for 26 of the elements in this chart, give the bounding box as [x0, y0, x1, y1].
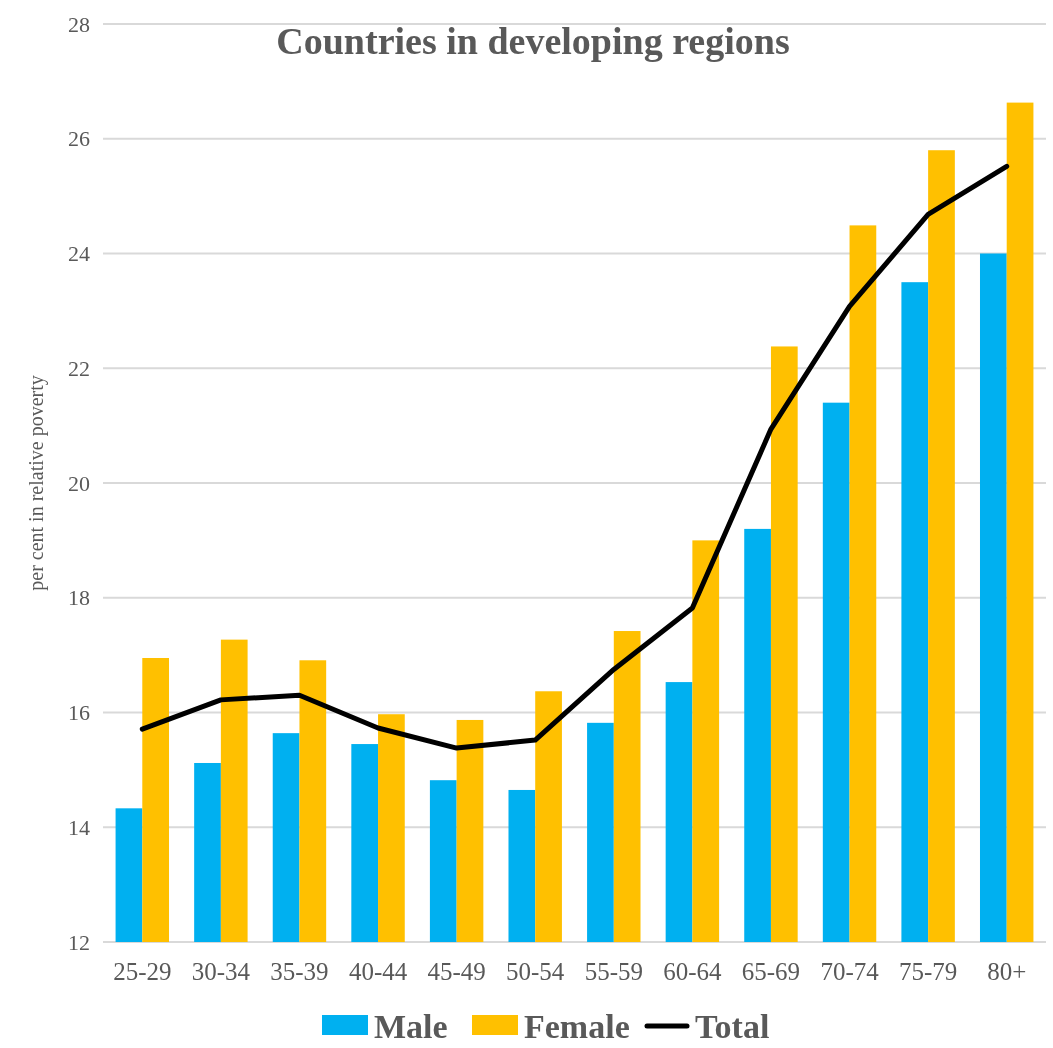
- y-tick-label: 18: [68, 585, 90, 611]
- x-tick-label: 70-74: [820, 958, 880, 985]
- x-tick-label: 65-69: [741, 958, 801, 985]
- y-tick-label: 12: [68, 929, 90, 955]
- x-tick-label: 45-49: [427, 958, 486, 985]
- x-tick-label: 35-39: [270, 958, 329, 985]
- x-tick-label: 25-29: [113, 958, 172, 985]
- x-tick-label: 30-34: [191, 958, 251, 985]
- x-tick-label: 50-54: [506, 958, 565, 985]
- legend-label: Total: [695, 1008, 770, 1045]
- x-tick-label: 60-64: [663, 958, 723, 985]
- y-tick-label: 28: [68, 11, 90, 37]
- y-tick-label: 14: [68, 814, 90, 840]
- y-tick-label: 16: [68, 700, 90, 726]
- x-tick-label: 80+: [987, 958, 1027, 985]
- chart-title: Countries in developing regions: [276, 20, 790, 62]
- x-tick-label: 55-59: [584, 958, 643, 985]
- y-axis-title: per cent in relative poverty: [25, 375, 48, 591]
- legend-label: Female: [524, 1008, 630, 1045]
- x-tick-label: 40-44: [348, 958, 408, 985]
- y-tick-label: 20: [68, 470, 90, 496]
- y-tick-label: 24: [68, 241, 90, 267]
- y-tick-label: 26: [68, 126, 90, 152]
- legend-label: Male: [374, 1008, 448, 1045]
- y-tick-label: 22: [68, 355, 90, 381]
- x-tick-label: 75-79: [898, 958, 958, 985]
